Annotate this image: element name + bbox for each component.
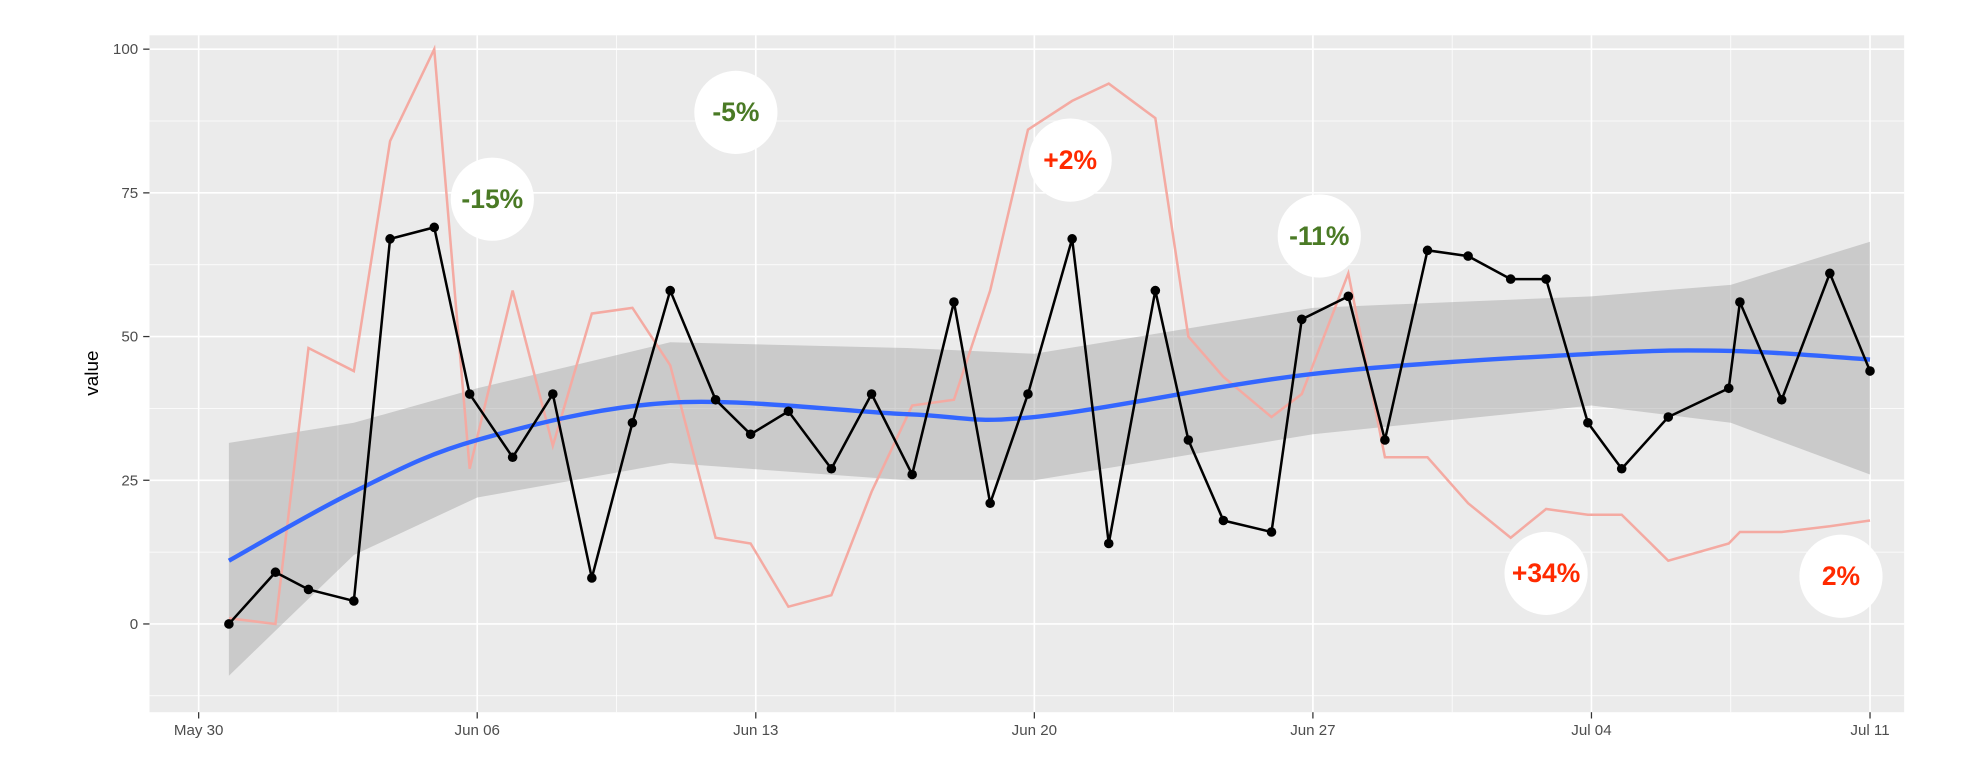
data-point — [1865, 366, 1875, 376]
annotations: -15% -5% +2% -11% +34% 2% — [450, 70, 1883, 618]
data-points — [224, 222, 1875, 629]
data-point — [303, 584, 314, 595]
data-point — [1616, 463, 1627, 474]
annotation-bubble — [1504, 531, 1588, 615]
data-point — [1218, 515, 1229, 526]
x-tick-label: Jun 13 — [733, 722, 778, 739]
data-point — [907, 469, 917, 480]
confidence-band-group — [228, 241, 1871, 676]
data-point — [1776, 394, 1787, 405]
series-lines — [227, 44, 1872, 626]
data-point — [1296, 314, 1307, 325]
data-point — [1735, 297, 1745, 307]
data-point — [548, 389, 558, 399]
data-point — [1067, 234, 1077, 244]
confidence-band — [228, 241, 1871, 676]
data-point — [1825, 268, 1835, 279]
data-point — [1023, 389, 1033, 399]
data-point — [1463, 251, 1473, 261]
annotation-label: +2% — [1043, 145, 1097, 175]
annotation-label: +34% — [1512, 558, 1580, 588]
data-point — [1266, 527, 1277, 537]
data-point — [1343, 291, 1354, 302]
y-tick-label: 100 — [113, 41, 138, 58]
annotation-bubble — [450, 157, 534, 241]
data-point — [627, 417, 638, 428]
x-tick-label: Jun 27 — [1290, 722, 1335, 739]
smooth-trend-line — [227, 348, 1871, 563]
series-line-comparison — [228, 44, 1871, 626]
data-point — [949, 297, 959, 307]
data-point — [1103, 538, 1114, 549]
data-point — [826, 463, 837, 474]
annotation-label: -5% — [712, 97, 759, 127]
data-point — [783, 406, 794, 417]
data-point — [587, 573, 597, 583]
data-point — [710, 394, 721, 405]
annotation-label: -11% — [1289, 221, 1349, 251]
data-point — [1541, 274, 1551, 284]
y-tick-label: 0 — [130, 616, 138, 633]
data-point — [385, 234, 395, 244]
x-tick-label: Jul 11 — [1850, 722, 1889, 739]
axes: 0 25 50 75 100 May 30 Jun 06 Jun 13 Jun 20 Jun 27… — [113, 41, 1890, 739]
data-point — [1663, 412, 1674, 422]
gridlines — [149, 35, 1905, 713]
x-tick-label: Jun 06 — [455, 722, 500, 739]
data-point — [1505, 274, 1516, 284]
annotation-label: -15% — [461, 184, 523, 214]
annotation-bubble — [694, 70, 778, 154]
data-point — [1380, 435, 1390, 445]
data-point — [224, 619, 234, 629]
x-tick-label: Jul 04 — [1571, 722, 1611, 739]
y-tick-label: 75 — [121, 185, 138, 202]
annotation-bubble — [1028, 118, 1112, 202]
series-line-value — [227, 225, 1872, 625]
data-point — [1583, 417, 1593, 428]
x-tick-label: Jun 20 — [1012, 722, 1057, 739]
data-point — [1422, 245, 1433, 256]
data-point — [1150, 285, 1161, 296]
data-point — [464, 389, 475, 399]
annotation-bubble — [1799, 534, 1883, 618]
y-axis-label: value — [82, 351, 103, 396]
data-point — [349, 596, 359, 606]
data-point — [507, 452, 518, 463]
data-point — [866, 389, 877, 399]
data-point — [665, 285, 676, 296]
y-tick-label: 50 — [121, 329, 138, 346]
data-point — [1183, 435, 1194, 445]
annotation-label: 2% — [1822, 561, 1860, 591]
annotation-bubble — [1277, 194, 1361, 278]
data-point — [429, 222, 440, 233]
data-point — [1723, 383, 1734, 394]
x-tick-label: May 30 — [174, 722, 224, 739]
y-tick-label: 25 — [121, 472, 138, 489]
data-point — [270, 567, 281, 578]
data-point — [985, 498, 995, 509]
data-point — [745, 429, 756, 440]
